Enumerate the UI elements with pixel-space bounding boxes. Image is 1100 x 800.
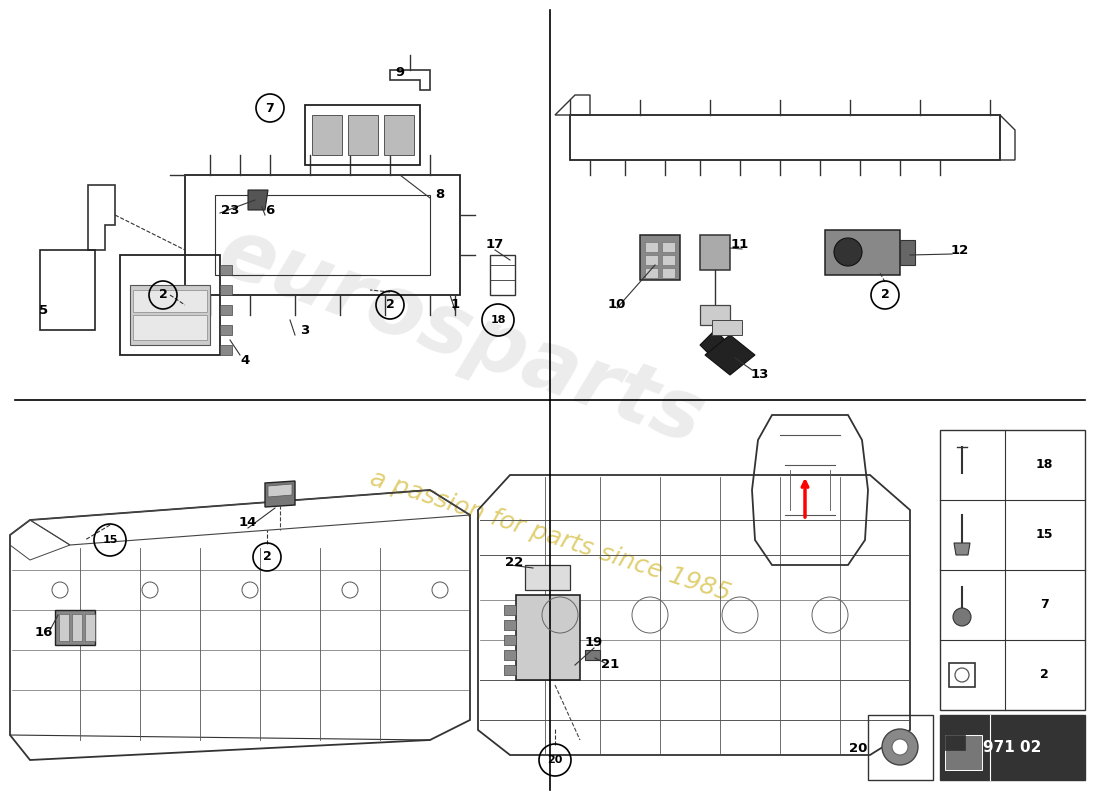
Polygon shape — [645, 242, 658, 252]
Polygon shape — [945, 735, 982, 770]
Text: 2: 2 — [1040, 669, 1048, 682]
Polygon shape — [645, 255, 658, 265]
Polygon shape — [516, 595, 580, 680]
Polygon shape — [504, 620, 516, 630]
Text: 20: 20 — [548, 755, 563, 765]
Polygon shape — [700, 305, 730, 325]
Polygon shape — [268, 484, 292, 497]
Text: 14: 14 — [239, 517, 257, 530]
Polygon shape — [712, 320, 743, 335]
Polygon shape — [220, 325, 232, 335]
Text: 21: 21 — [601, 658, 619, 671]
Polygon shape — [85, 614, 95, 641]
Circle shape — [892, 739, 907, 755]
Polygon shape — [130, 285, 210, 345]
Circle shape — [953, 608, 971, 626]
Polygon shape — [265, 481, 295, 507]
Polygon shape — [133, 315, 207, 340]
Text: 2: 2 — [263, 550, 272, 563]
Text: 17: 17 — [486, 238, 504, 251]
Polygon shape — [220, 265, 232, 275]
Polygon shape — [504, 635, 516, 645]
Text: eurosparts: eurosparts — [208, 210, 716, 462]
Polygon shape — [662, 255, 675, 265]
Text: 4: 4 — [241, 354, 250, 366]
Text: 19: 19 — [585, 637, 603, 650]
Text: 8: 8 — [436, 189, 444, 202]
Text: 7: 7 — [265, 102, 274, 114]
Text: 10: 10 — [608, 298, 626, 311]
Bar — [868, 715, 933, 780]
Polygon shape — [662, 242, 675, 252]
Text: 9: 9 — [395, 66, 405, 78]
Polygon shape — [248, 190, 268, 210]
Text: 15: 15 — [1036, 529, 1053, 542]
Polygon shape — [72, 614, 82, 641]
Polygon shape — [825, 230, 900, 275]
Polygon shape — [220, 285, 232, 295]
Text: 971 02: 971 02 — [982, 739, 1042, 754]
Polygon shape — [504, 665, 516, 675]
Text: 18: 18 — [491, 315, 506, 325]
Polygon shape — [954, 543, 970, 555]
Polygon shape — [220, 305, 232, 315]
Text: 3: 3 — [300, 323, 309, 337]
Text: 23: 23 — [221, 203, 239, 217]
Text: 7: 7 — [1040, 598, 1048, 611]
Text: 22: 22 — [505, 557, 524, 570]
Polygon shape — [645, 268, 658, 278]
Circle shape — [882, 729, 918, 765]
Polygon shape — [662, 268, 675, 278]
Polygon shape — [525, 565, 570, 590]
Text: 16: 16 — [35, 626, 53, 639]
Text: 2: 2 — [881, 289, 890, 302]
Polygon shape — [55, 610, 95, 645]
Polygon shape — [700, 330, 730, 360]
Polygon shape — [348, 115, 378, 155]
Text: 13: 13 — [751, 369, 769, 382]
Text: 20: 20 — [849, 742, 867, 754]
Bar — [940, 715, 1085, 780]
Text: 2: 2 — [158, 289, 167, 302]
Polygon shape — [504, 605, 516, 615]
Text: 18: 18 — [1036, 458, 1053, 471]
Polygon shape — [504, 650, 516, 660]
Polygon shape — [900, 240, 915, 265]
Polygon shape — [312, 115, 342, 155]
Polygon shape — [585, 650, 600, 660]
Text: a passion for parts since 1985: a passion for parts since 1985 — [366, 466, 734, 606]
Polygon shape — [59, 614, 69, 641]
Polygon shape — [705, 335, 755, 375]
Text: 15: 15 — [102, 535, 118, 545]
Text: 12: 12 — [950, 243, 969, 257]
Text: 2: 2 — [386, 298, 395, 311]
Text: 11: 11 — [730, 238, 749, 251]
Polygon shape — [220, 345, 232, 355]
Polygon shape — [700, 235, 730, 270]
Circle shape — [834, 238, 862, 266]
Text: 5: 5 — [40, 303, 48, 317]
Bar — [940, 430, 1085, 710]
Polygon shape — [640, 235, 680, 280]
Polygon shape — [133, 290, 207, 312]
Text: 1: 1 — [450, 298, 460, 311]
Polygon shape — [384, 115, 414, 155]
Polygon shape — [945, 735, 965, 750]
Text: 6: 6 — [265, 203, 275, 217]
